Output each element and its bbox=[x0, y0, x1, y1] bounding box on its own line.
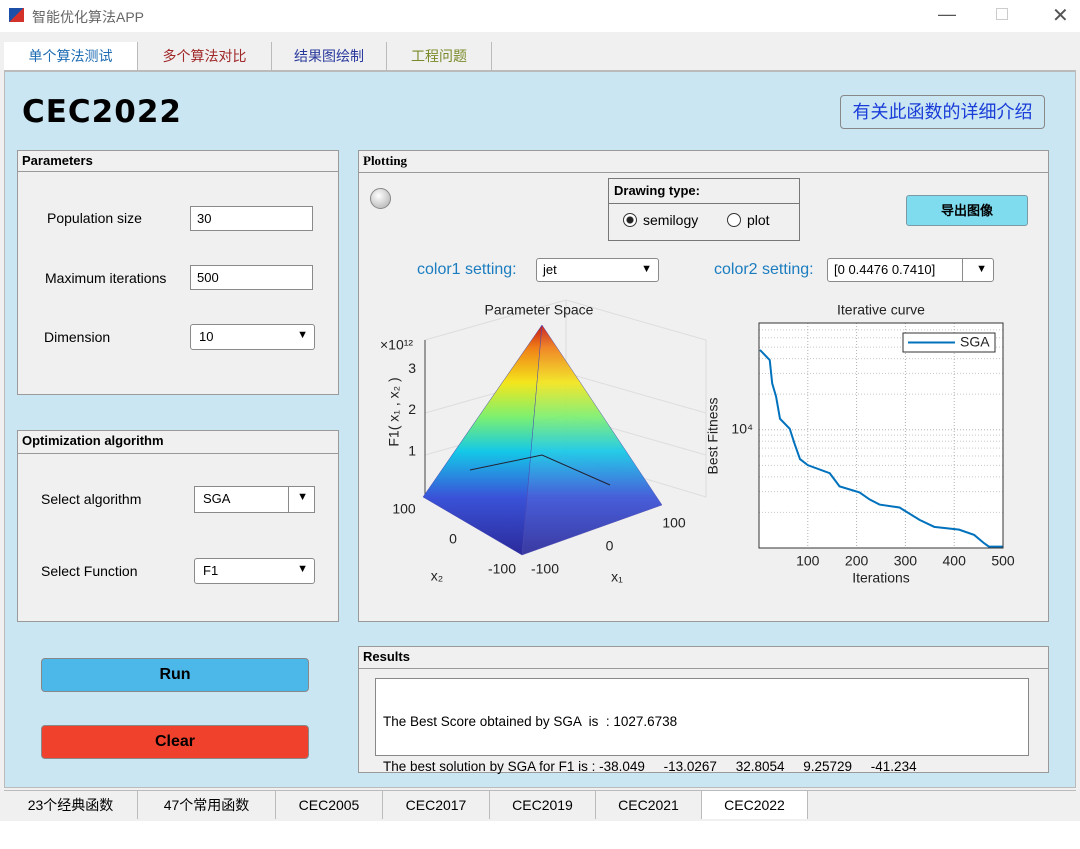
tab[interactable]: 单个算法测试 bbox=[4, 42, 138, 70]
group-title: Drawing type: bbox=[614, 183, 700, 198]
dropdown[interactable]: F1 bbox=[194, 558, 315, 584]
radio-button[interactable] bbox=[727, 213, 741, 227]
dropdown[interactable]: 10 bbox=[190, 324, 315, 350]
text-input[interactable]: 500 bbox=[190, 265, 313, 290]
tab[interactable]: 多个算法对比 bbox=[138, 42, 272, 70]
panel-title: Results bbox=[363, 649, 410, 664]
drawing-type-group: Drawing type: semilogy plot bbox=[608, 178, 800, 241]
radio-label: semilogy bbox=[643, 212, 699, 228]
radio-button[interactable] bbox=[623, 213, 637, 227]
field-label: Select algorithm bbox=[41, 491, 142, 507]
plotting-panel: Plotting Drawing type: semilogy plot 导出图… bbox=[358, 150, 1049, 622]
dropdown[interactable]: SGA bbox=[194, 486, 315, 513]
field-label: Population size bbox=[47, 210, 142, 226]
clear-button[interactable]: Clear bbox=[41, 725, 309, 759]
minimize[interactable]: — bbox=[938, 4, 956, 24]
export-button[interactable]: 导出图像 bbox=[906, 195, 1028, 226]
result-line: The best solution by SGA for F1 is : -38… bbox=[383, 759, 917, 774]
field-label: Maximum iterations bbox=[45, 270, 167, 286]
field-label: Select Function bbox=[41, 563, 138, 579]
maximize[interactable] bbox=[996, 8, 1008, 20]
parameters-panel: Parameters Population size 30 Maximum it… bbox=[17, 150, 339, 395]
tab[interactable]: CEC2022 bbox=[702, 791, 808, 819]
bottom-tabs: 23个经典函数 47个常用函数 CEC2005 CEC2017 CEC2019 CEC20… bbox=[4, 790, 1076, 821]
text-input[interactable]: 30 bbox=[190, 206, 313, 231]
tab[interactable]: CEC2005 bbox=[276, 791, 383, 819]
tab[interactable]: 23个经典函数 bbox=[4, 791, 138, 819]
dropdown[interactable]: [0 0.4476 0.7410] bbox=[827, 258, 994, 282]
color1-label: color1 setting: bbox=[417, 261, 517, 278]
dropdown[interactable]: jet bbox=[536, 258, 659, 282]
radio-label: plot bbox=[747, 212, 770, 228]
panel-title: Parameters bbox=[22, 153, 93, 168]
results-text: The Best Score obtained by SGA is : 1027… bbox=[375, 678, 1029, 819]
tab[interactable]: CEC2017 bbox=[383, 791, 490, 819]
info-button[interactable]: 有关此函数的详细介绍 bbox=[840, 95, 1045, 129]
tab[interactable]: 结果图绘制 bbox=[272, 42, 387, 70]
result-line: The Best Score obtained by SGA is : 1027… bbox=[383, 714, 678, 729]
panel-title: Plotting bbox=[363, 153, 408, 168]
close[interactable]: ✕ bbox=[1052, 5, 1069, 27]
title-bar: 智能优化算法APP — ✕ bbox=[0, 0, 1080, 32]
tab[interactable]: CEC2019 bbox=[490, 791, 596, 819]
field-label: Dimension bbox=[44, 329, 111, 345]
page: 智能优化算法APP — ✕ 单个算法测试 多个算法对比 结果图绘制 工程问题 CEC2… bbox=[0, 0, 1080, 821]
tab[interactable]: 工程问题 bbox=[387, 42, 492, 70]
results-panel: Results The Best Score obtained by SGA i… bbox=[358, 646, 1049, 819]
function-title: CEC2022 bbox=[22, 94, 182, 130]
color2-label: color2 setting: bbox=[714, 261, 814, 278]
optimization-panel: Optimization algorithm Select algorithm … bbox=[17, 430, 339, 622]
top-tabs: 单个算法测试 多个算法对比 结果图绘制 工程问题 bbox=[4, 42, 1076, 71]
status-lamp bbox=[370, 188, 391, 209]
window-title: 智能优化算法APP bbox=[32, 9, 145, 25]
panel-title: Optimization algorithm bbox=[22, 433, 164, 448]
tab[interactable]: 47个常用函数 bbox=[138, 791, 276, 819]
app-icon bbox=[9, 8, 24, 22]
run-button[interactable]: Run bbox=[41, 658, 309, 692]
tab[interactable]: CEC2021 bbox=[596, 791, 702, 819]
